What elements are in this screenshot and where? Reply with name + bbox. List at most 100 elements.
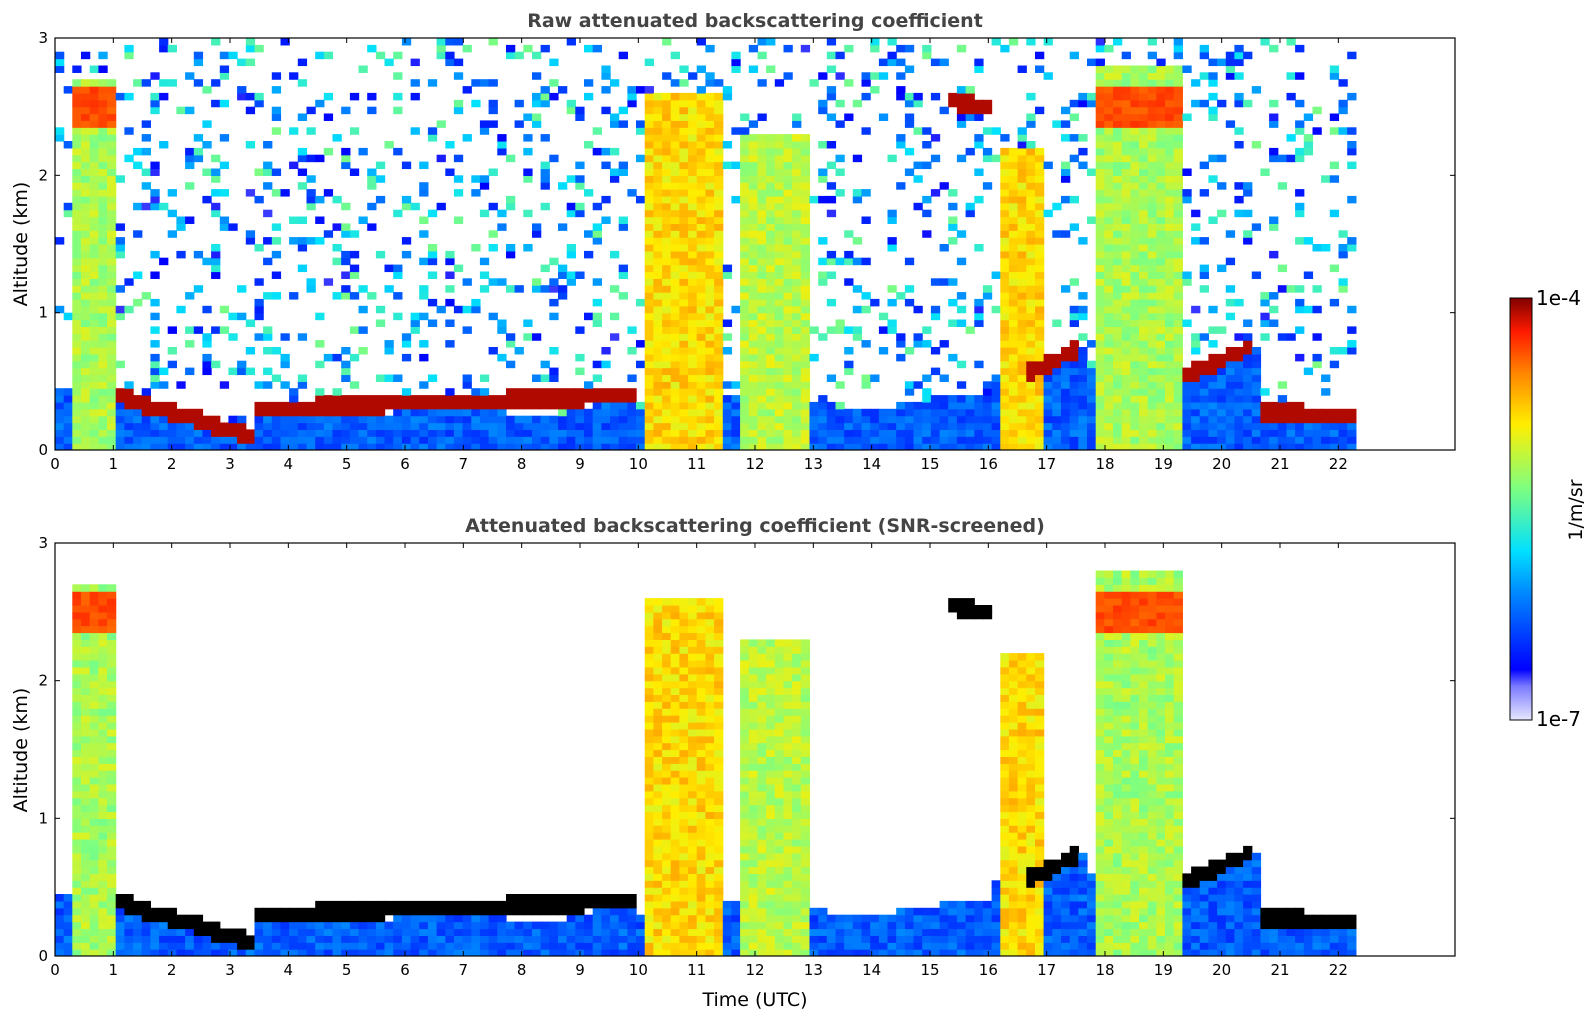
heatmap-cell [558, 935, 568, 943]
heatmap-cell [653, 367, 663, 376]
heatmap-cell [740, 134, 750, 142]
heatmap-cell [375, 161, 386, 170]
heatmap-cell [904, 65, 915, 73]
heatmap-cell [115, 175, 125, 183]
heatmap-cell [81, 209, 91, 218]
heatmap-cell [462, 443, 472, 450]
heatmap-cell [1104, 168, 1114, 176]
heatmap-cell [98, 584, 108, 592]
heatmap-cell [488, 230, 498, 238]
heatmap-cell [627, 401, 637, 410]
heatmap-cell [1043, 209, 1053, 218]
heatmap-cell [1312, 106, 1322, 115]
heatmap-cell [72, 147, 82, 156]
heatmap-cell [887, 429, 897, 437]
heatmap-cell [1061, 168, 1071, 176]
heatmap-cell [783, 154, 793, 163]
heatmap-cell [98, 708, 108, 716]
heatmap-cell [740, 360, 750, 369]
heatmap-cell [367, 935, 377, 943]
heatmap-cell [575, 900, 585, 909]
heatmap-cell [1130, 292, 1140, 300]
heatmap-cell [1008, 353, 1019, 362]
heatmap-cell [315, 360, 325, 369]
heatmap-cell [1225, 422, 1236, 430]
heatmap-cell [107, 852, 117, 861]
heatmap-cell [748, 340, 759, 348]
heatmap-cell [1095, 65, 1105, 73]
heatmap-cell [89, 914, 99, 923]
heatmap-cell [445, 429, 455, 437]
heatmap-cell [653, 722, 663, 730]
heatmap-cell [1008, 195, 1019, 204]
heatmap-cell [445, 168, 455, 176]
heatmap-cell [1165, 216, 1175, 224]
heatmap-cell [107, 175, 117, 183]
heatmap-cell [1043, 353, 1053, 362]
heatmap-cell [748, 395, 759, 403]
heatmap-cell [185, 292, 195, 300]
heatmap-cell [766, 360, 776, 369]
heatmap-cell [705, 120, 715, 128]
heatmap-cell [1173, 127, 1183, 135]
heatmap-cell [1208, 415, 1218, 424]
heatmap-cell [202, 429, 212, 437]
heatmap-cell [1338, 99, 1348, 108]
heatmap-cell [653, 887, 663, 895]
heatmap-cell [1173, 312, 1183, 321]
heatmap-cell [98, 340, 108, 348]
heatmap-cell [714, 195, 724, 204]
heatmap-cell [766, 374, 776, 382]
heatmap-cell [1243, 319, 1253, 327]
heatmap-cell [133, 942, 143, 950]
heatmap-cell [800, 285, 811, 293]
heatmap-cell [575, 388, 585, 396]
heatmap-cell [237, 942, 247, 950]
heatmap-cell [1147, 367, 1157, 376]
heatmap-cell [89, 797, 99, 806]
heatmap-cell [150, 401, 160, 410]
heatmap-cell [401, 388, 412, 396]
heatmap-cell [107, 584, 117, 592]
heatmap-cell [1147, 86, 1157, 94]
heatmap-cell [1121, 244, 1131, 252]
heatmap-cell [1130, 182, 1140, 190]
heatmap-cell [141, 949, 151, 956]
heatmap-cell [800, 230, 811, 238]
heatmap-cell [1026, 422, 1036, 430]
heatmap-cell [549, 949, 559, 956]
heatmap-cell [72, 811, 82, 819]
heatmap-cell [1130, 106, 1140, 115]
heatmap-cell [1243, 209, 1253, 218]
heatmap-cell [896, 415, 906, 424]
heatmap-cell [653, 161, 663, 170]
heatmap-cell [514, 935, 524, 943]
heatmap-cell [488, 106, 498, 115]
heatmap-cell [792, 154, 802, 163]
heatmap-cell [193, 408, 204, 417]
heatmap-cell [644, 632, 654, 640]
heatmap-cell [1008, 312, 1019, 321]
heatmap-cell [740, 154, 750, 163]
heatmap-cell [506, 921, 516, 930]
heatmap-cell [98, 347, 108, 355]
heatmap-cell [566, 278, 576, 286]
heatmap-cell [1191, 408, 1201, 417]
heatmap-cell [315, 436, 325, 444]
heatmap-cell [1130, 340, 1140, 348]
heatmap-cell [1121, 353, 1131, 362]
heatmap-cell [1121, 292, 1131, 300]
heatmap-cell [63, 921, 73, 930]
heatmap-cell [55, 395, 65, 403]
heatmap-cell [419, 285, 429, 293]
heatmap-cell [297, 949, 308, 956]
heatmap-cell [72, 381, 82, 389]
heatmap-cell [107, 660, 117, 668]
heatmap-cell [705, 443, 715, 450]
heatmap-cell [549, 894, 559, 902]
heatmap-cell [922, 161, 932, 170]
heatmap-cell [670, 134, 680, 142]
heatmap-cell [653, 825, 663, 833]
heatmap-cell [766, 285, 776, 293]
heatmap-cell [1156, 264, 1166, 273]
